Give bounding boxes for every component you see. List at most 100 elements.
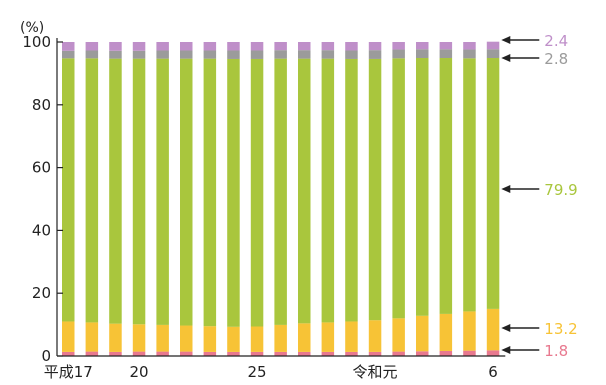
bar-segment-s5-12 — [345, 42, 358, 51]
bar-segment-s3-7 — [227, 58, 240, 327]
bar-segment-s1-1 — [85, 351, 99, 356]
bar-segment-s1-16 — [439, 350, 453, 356]
bar-segment-s5-2 — [109, 42, 122, 51]
annotations-group: 2.42.8 79.9 13.2 1.8 — [501, 32, 578, 360]
bar-segment-s1-4 — [156, 351, 169, 356]
y-tick-label-20: 20 — [32, 284, 51, 302]
bar-segment-s4-12 — [345, 50, 358, 59]
bar-segment-s5-7 — [227, 42, 240, 51]
y-tick-label-0: 0 — [41, 347, 51, 365]
bar-segment-s2-17 — [463, 311, 476, 351]
bar-segment-s2-10 — [298, 323, 311, 352]
bar-segment-s4-11 — [321, 50, 335, 59]
bar-segment-s4-6 — [203, 50, 217, 59]
bar-segment-s4-10 — [298, 50, 311, 59]
x-tick-label-3: 20 — [130, 363, 149, 381]
bar-segment-s4-1 — [85, 50, 99, 59]
bar-segment-s1-12 — [345, 351, 358, 356]
bar-segment-s5-1 — [85, 42, 99, 51]
bar-segment-s3-13 — [368, 58, 382, 321]
bar-segment-s3-14 — [392, 58, 405, 319]
bar-segment-s4-3 — [132, 50, 146, 59]
bar-segment-s5-18 — [486, 41, 500, 50]
bar-segment-s1-6 — [203, 351, 217, 356]
bar-segment-s3-6 — [203, 58, 217, 327]
annotation-arrowhead-s3 — [501, 185, 511, 193]
bar-segment-s5-16 — [439, 42, 453, 50]
bar-segment-s2-9 — [274, 324, 287, 352]
bar-segment-s5-9 — [274, 42, 287, 51]
bar-segment-s5-0 — [62, 42, 75, 51]
bar-segment-s1-18 — [486, 350, 500, 356]
bar-segment-s5-11 — [321, 42, 335, 51]
bar-segment-s5-15 — [416, 42, 429, 50]
bar-segment-s3-11 — [321, 58, 335, 323]
bar-segment-s1-11 — [321, 351, 335, 356]
bar-segment-s1-13 — [368, 351, 382, 356]
bar-segment-s2-14 — [392, 318, 405, 352]
annotation-label-s3: 79.9 — [544, 181, 577, 199]
bar-segment-s1-5 — [180, 351, 193, 356]
annotation-label-s1: 1.8 — [544, 342, 568, 360]
bar-segment-s2-13 — [368, 320, 382, 352]
bar-segment-s3-4 — [156, 58, 169, 325]
bar-segment-s3-16 — [439, 58, 453, 314]
bar-segment-s1-8 — [250, 351, 264, 356]
bar-segment-s1-0 — [62, 351, 75, 356]
annotation-arrowhead-s4 — [501, 54, 511, 62]
bars-group — [62, 41, 500, 356]
bar-segment-s3-1 — [85, 58, 99, 323]
bar-segment-s1-10 — [298, 351, 311, 356]
bar-segment-s5-10 — [298, 42, 311, 51]
bar-segment-s3-2 — [109, 58, 122, 324]
annotation-arrowhead-s1 — [501, 346, 511, 354]
bar-segment-s4-8 — [250, 50, 264, 59]
bar-segment-s1-7 — [227, 351, 240, 356]
bar-segment-s2-15 — [416, 315, 429, 352]
x-tick-label-18: 6 — [488, 363, 498, 381]
bar-segment-s2-0 — [62, 321, 75, 352]
bar-segment-s1-15 — [416, 351, 429, 356]
bar-segment-s3-10 — [298, 58, 311, 324]
y-tick-label-80: 80 — [32, 96, 51, 114]
bar-segment-s1-17 — [463, 350, 476, 356]
bar-segment-s2-12 — [345, 321, 358, 352]
bar-segment-s2-3 — [132, 324, 146, 352]
bar-segment-s4-9 — [274, 50, 287, 59]
bar-segment-s3-5 — [180, 58, 193, 326]
bar-segment-s5-13 — [368, 42, 382, 51]
bar-segment-s3-3 — [132, 58, 146, 325]
bar-segment-s3-18 — [486, 58, 500, 309]
bar-segment-s2-7 — [227, 326, 240, 352]
x-tick-label-13: 令和元 — [353, 363, 398, 381]
annotation-label-s2: 13.2 — [544, 320, 577, 338]
bar-segment-s3-15 — [416, 58, 429, 316]
y-axis-unit-label: (%) — [20, 20, 44, 36]
bar-segment-s5-3 — [132, 42, 146, 51]
annotation-label-s5: 2.4 — [544, 32, 568, 50]
bar-segment-s4-4 — [156, 50, 169, 59]
bar-segment-s2-18 — [486, 308, 500, 351]
bar-segment-s3-8 — [250, 58, 264, 327]
annotation-label-s4: 2.8 — [544, 50, 568, 68]
bar-segment-s1-2 — [109, 351, 122, 356]
bar-segment-s2-6 — [203, 326, 217, 352]
bar-segment-s2-2 — [109, 323, 122, 352]
x-tick-label-0: 平成17 — [44, 363, 93, 381]
bar-segment-s4-18 — [486, 49, 500, 59]
bar-segment-s4-15 — [416, 49, 429, 59]
annotation-arrowhead-s2 — [501, 324, 511, 332]
axes-group: 0 20 40 60 80 100 平成17 20 25 令和元 6 — [22, 33, 506, 381]
bar-segment-s4-5 — [180, 50, 193, 59]
bar-segment-s1-3 — [132, 351, 146, 356]
bar-segment-s5-4 — [156, 42, 169, 51]
bar-segment-s2-4 — [156, 324, 169, 352]
bar-segment-s4-0 — [62, 50, 75, 59]
bar-segment-s2-5 — [180, 325, 193, 352]
bar-segment-s2-16 — [439, 313, 453, 351]
bar-segment-s1-9 — [274, 351, 287, 356]
bar-segment-s3-0 — [62, 58, 75, 322]
bar-segment-s4-7 — [227, 50, 240, 59]
